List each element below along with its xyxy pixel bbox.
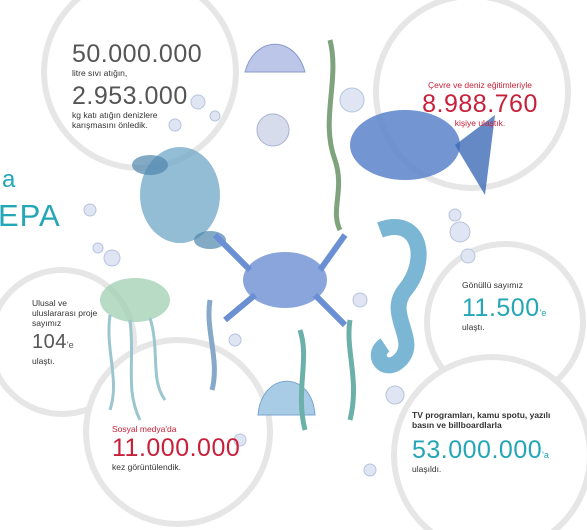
stat-block: Çevre ve deniz eğitimleriyle 8.988.760 k… <box>405 80 555 128</box>
seahorse <box>379 227 419 365</box>
bubble <box>449 209 461 221</box>
stat-text: TV programları, kamu spotu, yazılı basın… <box>412 410 552 430</box>
stat-text: kg katı atığın denizlere karışmasını önl… <box>72 110 167 130</box>
stat-text: ulaşıldı. <box>412 464 577 474</box>
bubble <box>340 88 364 112</box>
stat-number: 104 <box>32 331 67 353</box>
crab <box>243 252 327 308</box>
stat-block: Ulusal ve uluslararası proje sayımız 104… <box>32 298 102 366</box>
stat-text: Ulusal ve uluslararası proje sayımız <box>32 298 102 328</box>
shell <box>245 44 305 72</box>
stat-number: 11.000.000 <box>112 434 282 462</box>
seaweed <box>300 330 305 430</box>
bubble <box>104 250 120 266</box>
seaweed <box>349 320 354 420</box>
stat-number: 2.953.000 <box>72 82 222 110</box>
stat-text: litre sıvı atığın, <box>72 68 222 78</box>
stat-suffix: 'a <box>542 450 549 460</box>
infographic: a EPA 50.000.000 litre sıvı atığın, 2.95… <box>0 0 587 530</box>
bubble <box>450 222 470 242</box>
bubble <box>229 334 241 346</box>
stat-suffix: 'e <box>67 340 74 350</box>
bubble <box>353 293 367 307</box>
stat-number: 50.000.000 <box>72 40 222 68</box>
stat-text: Gönüllü sayımız <box>462 280 552 290</box>
stat-text: ulaştı. <box>462 322 552 332</box>
bubble <box>84 204 96 216</box>
shell <box>257 114 289 146</box>
header-line: a <box>2 166 15 194</box>
stat-suffix: 'e <box>540 308 547 318</box>
bubble <box>386 386 404 404</box>
stat-text: ulaştı. <box>32 356 102 366</box>
turtle-flipper <box>132 155 168 175</box>
shell <box>258 381 315 415</box>
header-line: EPA <box>0 198 61 234</box>
stat-number: 11.500 <box>462 294 540 322</box>
stat-block: TV programları, kamu spotu, yazılı basın… <box>412 410 577 474</box>
stat-text: kez görüntülendik. <box>112 462 282 472</box>
stat-text: Çevre ve deniz eğitimleriyle <box>405 80 555 90</box>
stat-text: Sosyal medya'da <box>112 424 282 434</box>
bubble <box>364 464 376 476</box>
bubble <box>93 243 103 253</box>
stat-block: 50.000.000 litre sıvı atığın, 2.953.000 … <box>72 40 222 130</box>
stat-number: 53.000.000 <box>412 436 542 464</box>
stat-block: Sosyal medya'da 11.000.000 kez görüntüle… <box>112 424 282 472</box>
stat-text: kişiye ulaştık. <box>405 118 555 128</box>
stat-block: Gönüllü sayımız 11.500'e ulaştı. <box>462 280 552 332</box>
stat-number: 8.988.760 <box>405 90 555 118</box>
seaweed <box>329 40 340 230</box>
bubble <box>461 249 475 263</box>
